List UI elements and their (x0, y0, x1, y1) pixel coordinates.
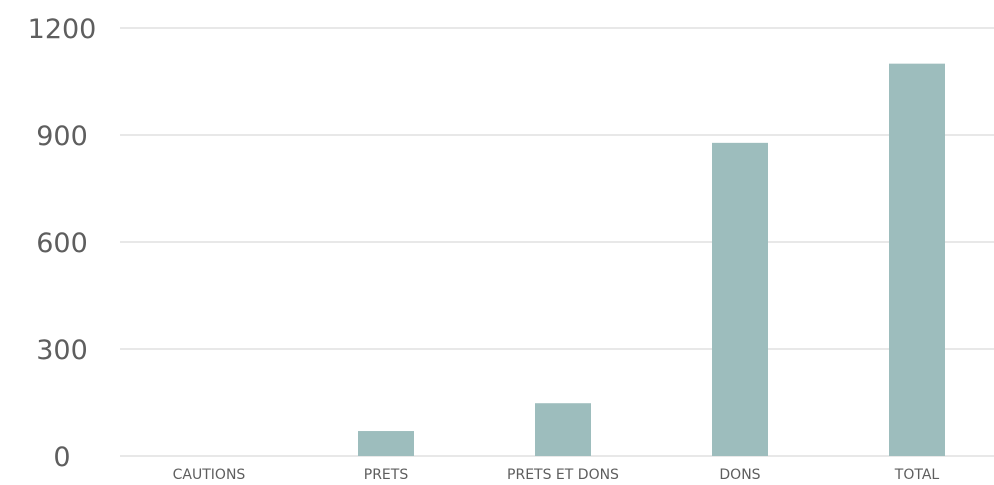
x-tick-label-prets-et-dons: PRETS ET DONS (507, 467, 619, 483)
x-tick-label-dons: DONS (719, 467, 760, 483)
y-axis: 0 300 600 900 1200 (28, 14, 97, 473)
bars (358, 63, 945, 457)
bar-total (889, 63, 945, 457)
gridlines (120, 27, 994, 457)
bar-dons (712, 142, 768, 456)
bar-prets (358, 431, 414, 456)
y-tick-label-300: 300 (36, 335, 88, 366)
bar-prets-et-dons (535, 403, 591, 456)
y-tick-label-1200: 1200 (28, 14, 97, 45)
y-tick-label-600: 600 (36, 228, 88, 259)
x-tick-label-total: TOTAL (894, 467, 940, 483)
x-axis: CAUTIONS PRETS PRETS ET DONS DONS TOTAL (173, 467, 940, 483)
y-tick-label-900: 900 (36, 121, 88, 152)
x-tick-label-cautions: CAUTIONS (173, 467, 246, 483)
y-tick-label-0: 0 (53, 442, 70, 473)
x-tick-label-prets: PRETS (364, 467, 409, 483)
